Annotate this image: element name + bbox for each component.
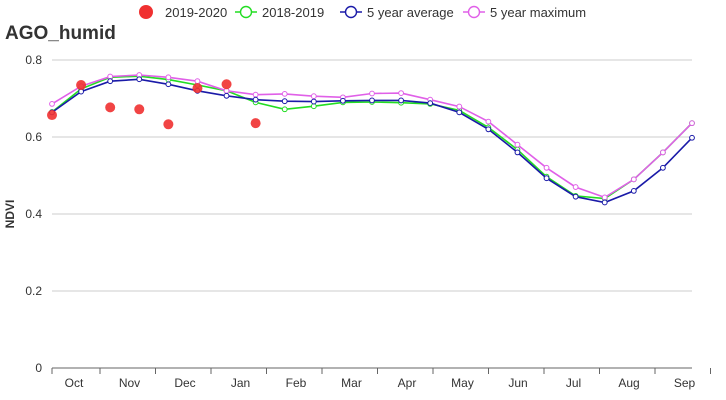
- data-point: [689, 120, 695, 127]
- data-point: [165, 81, 172, 88]
- legend-label: 2018-2019: [262, 5, 324, 20]
- data-point: [163, 119, 174, 130]
- legend-item-5-year-average: 5 year average: [340, 5, 454, 20]
- data-point: [485, 118, 492, 125]
- data-point: [107, 73, 114, 80]
- legend-marker: [239, 5, 253, 19]
- data-point: [689, 134, 695, 141]
- data-point: [49, 100, 55, 107]
- x-tick-label: Oct: [65, 376, 84, 390]
- x-tick-label: Mar: [341, 376, 362, 390]
- data-point: [281, 90, 288, 97]
- gridlines: [52, 59, 692, 369]
- data-point: [76, 80, 87, 91]
- data-point: [485, 126, 492, 133]
- x-tick-label: Feb: [286, 376, 307, 390]
- data-point: [252, 96, 259, 103]
- y-tick-label: 0.2: [25, 284, 42, 298]
- x-tick-label: Jan: [231, 376, 250, 390]
- data-point: [630, 188, 637, 194]
- data-point: [398, 97, 404, 104]
- legend-label: 2019-2020: [165, 5, 227, 20]
- data-point: [660, 164, 666, 171]
- data-point: [369, 97, 375, 104]
- data-point: [310, 103, 317, 110]
- data-point: [601, 199, 608, 206]
- data-point: [572, 193, 579, 200]
- x-tick-label: Jun: [508, 376, 527, 390]
- data-point: [514, 149, 521, 156]
- data-point: [456, 109, 463, 116]
- legend-marker: [467, 5, 481, 19]
- data-point: [105, 102, 116, 113]
- series-2019-2020: [47, 79, 261, 130]
- data-point: [134, 104, 145, 115]
- x-tick-label: Aug: [618, 376, 639, 390]
- data-point: [252, 91, 259, 98]
- series-layer: [47, 72, 695, 206]
- data-point: [194, 78, 201, 85]
- x-tick-label: Dec: [174, 376, 195, 390]
- legend-marker: [139, 5, 153, 19]
- data-point: [221, 79, 232, 90]
- data-point: [340, 97, 346, 104]
- data-point: [310, 93, 317, 100]
- legend-marker: [344, 5, 358, 19]
- series-5-year-maximum: [49, 72, 695, 201]
- data-point: [660, 149, 666, 156]
- y-tick-label: 0.6: [25, 130, 42, 144]
- y-tick-label: 0.4: [25, 207, 42, 221]
- x-tick-label: Nov: [119, 376, 140, 390]
- data-point: [165, 74, 172, 81]
- data-point: [250, 118, 261, 129]
- data-point: [369, 90, 375, 97]
- legend-item-2018-2019: 2018-2019: [235, 5, 324, 20]
- data-point: [630, 176, 637, 183]
- legend-item-5-year-maximum: 5 year maximum: [463, 5, 586, 20]
- y-axis-label: NDVI: [3, 200, 17, 229]
- y-tick-label: 0.8: [25, 53, 42, 67]
- data-point: [310, 98, 317, 105]
- x-tick-label: Jul: [566, 376, 581, 390]
- y-tick-label: 0: [35, 361, 42, 375]
- data-point: [281, 106, 288, 113]
- data-point: [543, 164, 550, 171]
- y-axis-ticks: 0 0.2 0.4 0.6 0.8: [25, 53, 42, 375]
- x-tick-label: Apr: [398, 376, 417, 390]
- x-tick-label: May: [451, 376, 474, 390]
- data-point: [543, 175, 550, 182]
- data-point: [572, 184, 579, 190]
- data-point: [47, 110, 57, 121]
- data-point: [107, 78, 114, 85]
- x-axis: Oct Nov Dec Jan Feb Mar Apr May Jun Jul Aug Sep: [51, 367, 711, 390]
- data-point: [223, 92, 230, 99]
- data-point: [398, 90, 404, 97]
- series-5-year-average: [49, 76, 695, 206]
- legend: 2019-2020 2018-2019 5 year average 5 year m…: [139, 5, 586, 20]
- data-point: [136, 76, 143, 83]
- data-point: [192, 83, 203, 94]
- data-point: [456, 103, 463, 110]
- legend-item-2019-2020: 2019-2020: [139, 5, 227, 20]
- data-point: [427, 100, 434, 107]
- chart-title: AGO_humid: [5, 23, 116, 44]
- data-point: [601, 194, 608, 201]
- legend-label: 5 year maximum: [490, 5, 586, 20]
- data-point: [514, 141, 521, 148]
- legend-label: 5 year average: [367, 5, 454, 20]
- data-point: [281, 98, 288, 105]
- x-tick-label: Sep: [674, 376, 696, 390]
